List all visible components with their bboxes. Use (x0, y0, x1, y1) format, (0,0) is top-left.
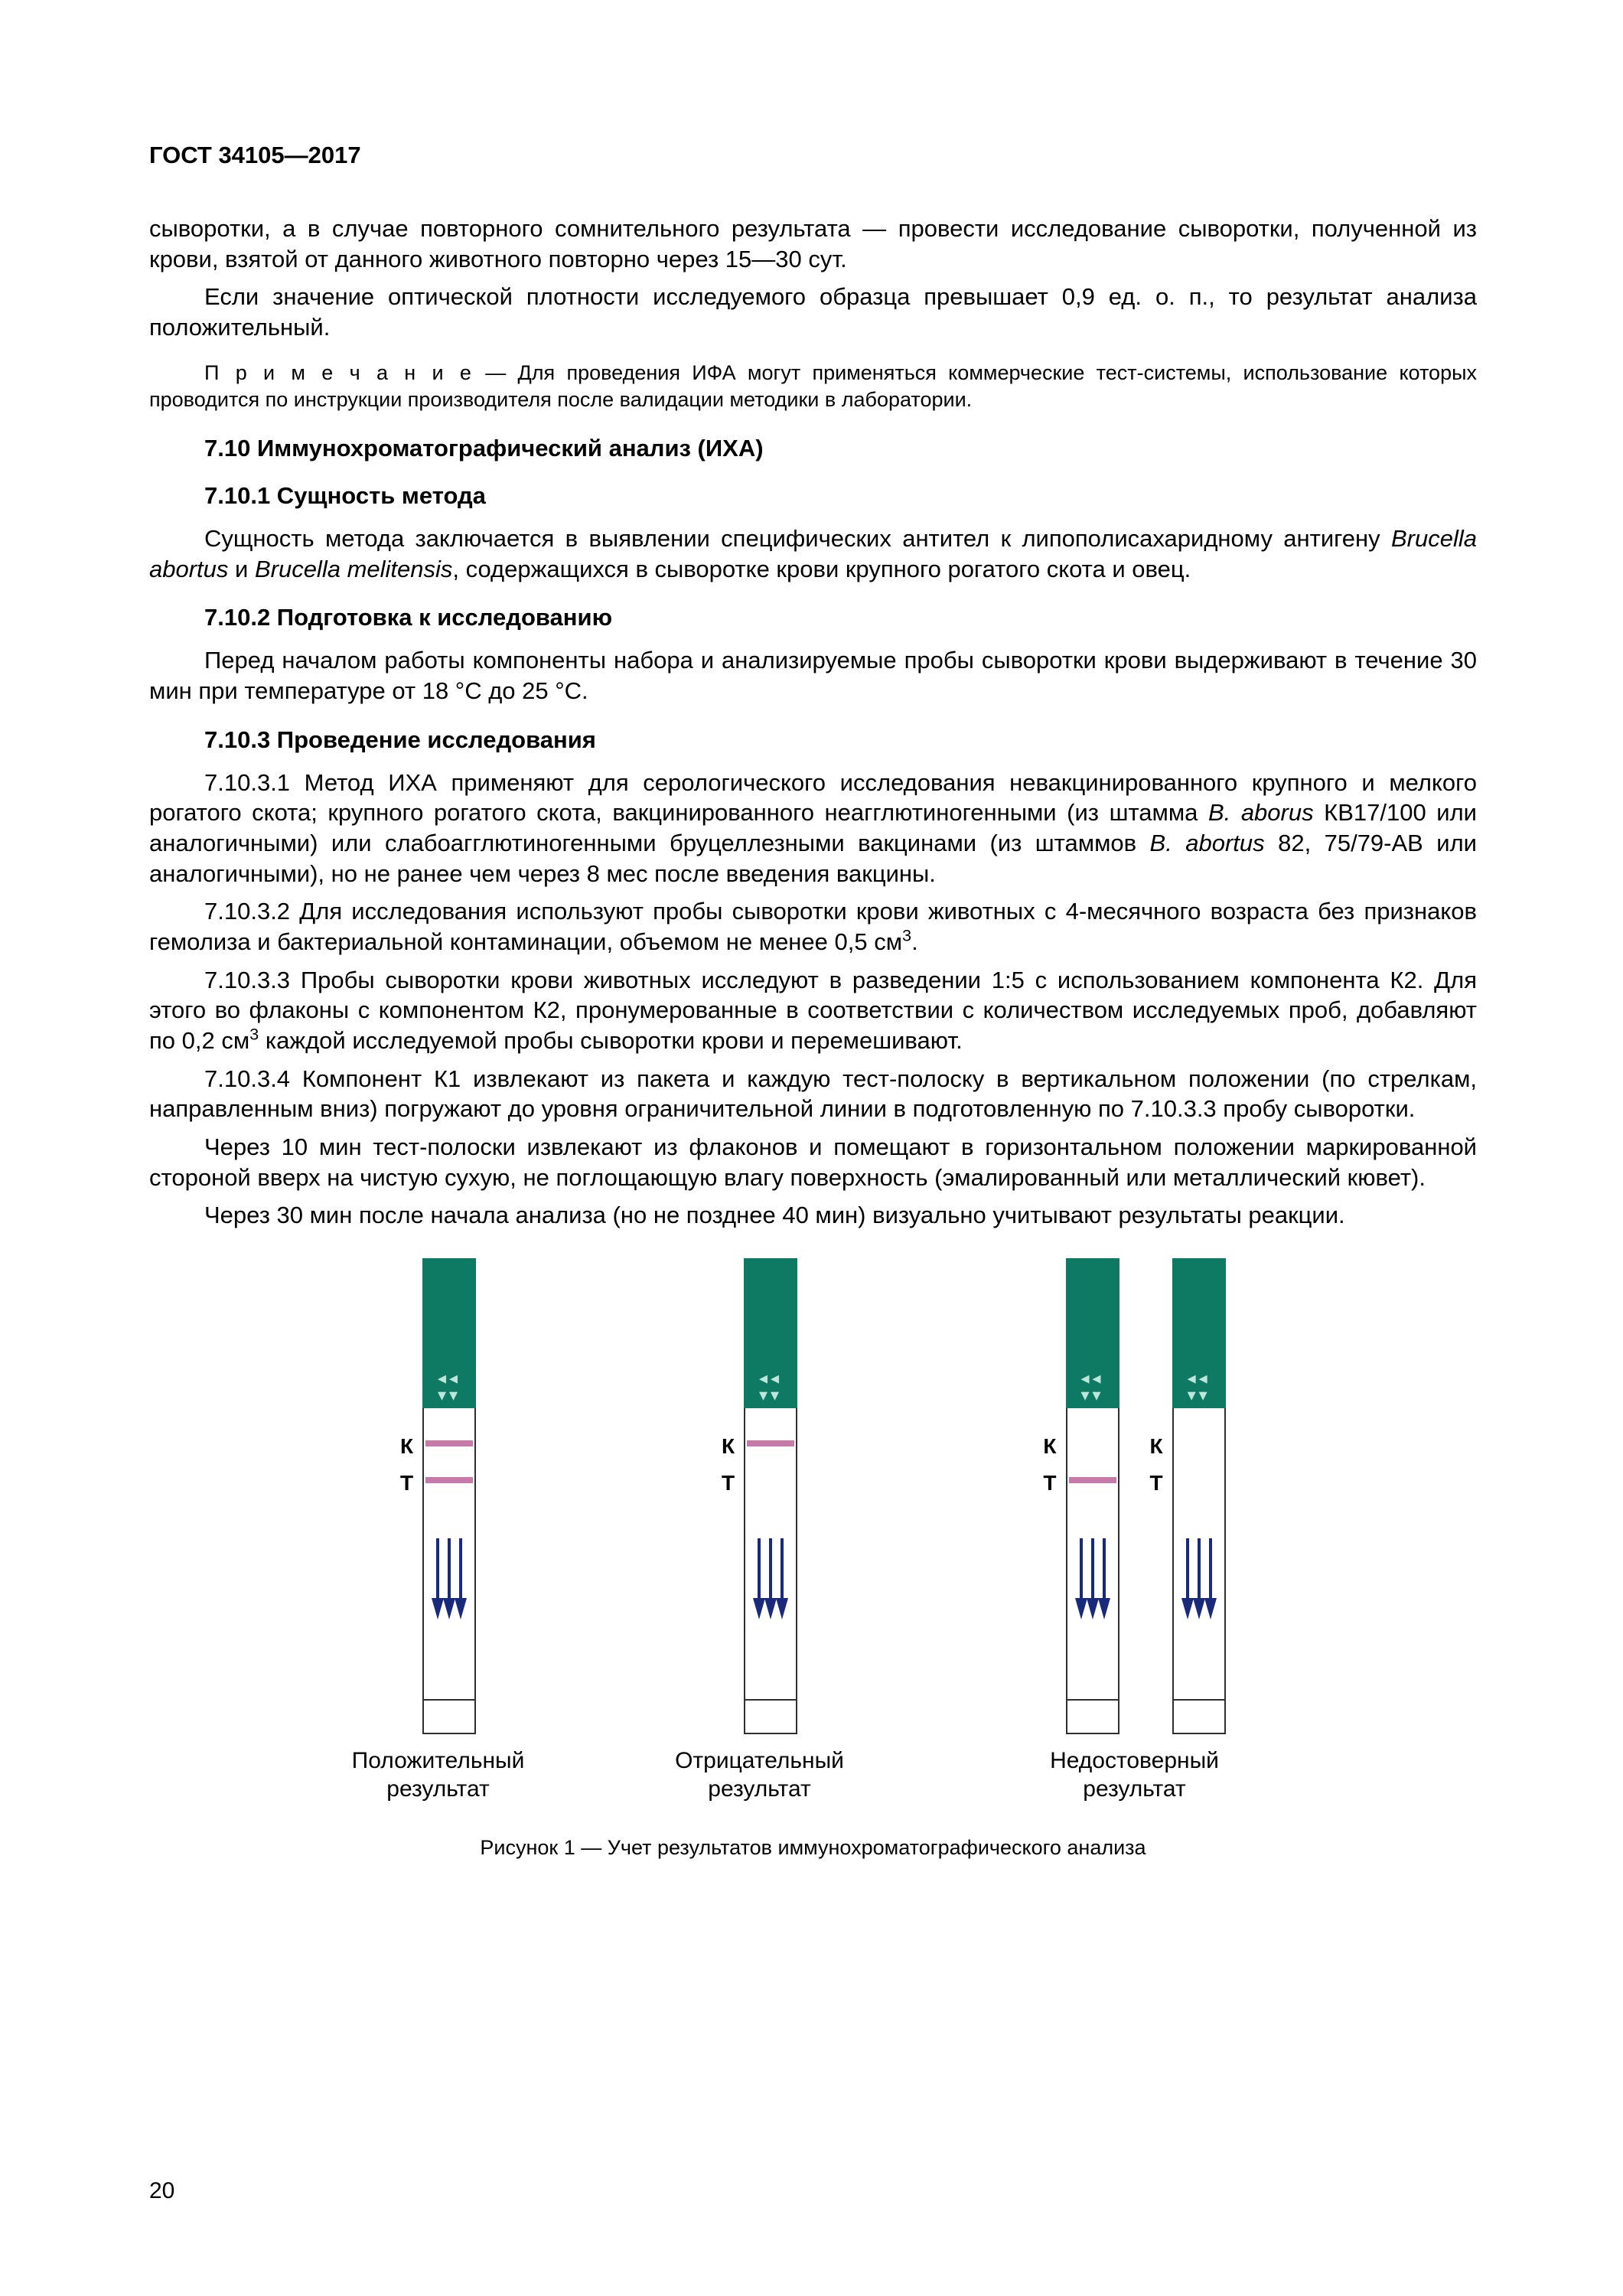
caption-positive: Положительный результат (352, 1746, 525, 1804)
subsection-heading: 7.10.2 Подготовка к исследованию (149, 604, 1477, 631)
paragraph: 7.10.3.2 Для исследования используют про… (149, 896, 1477, 957)
paragraph: 7.10.3.1 Метод ИХА применяют для серолог… (149, 768, 1477, 889)
page-number: 20 (149, 2178, 174, 2204)
test-band (425, 1477, 473, 1483)
paragraph: Перед началом работы компоненты набора и… (149, 645, 1477, 706)
caption-negative: Отрицательный результат (675, 1746, 844, 1804)
test-strip-unreliable-a: ◂◂▾▾ (1066, 1258, 1119, 1734)
control-band (747, 1440, 794, 1446)
caption-unreliable: Недостоверный результат (1050, 1746, 1219, 1804)
paragraph: 7.10.3.3 Пробы сыворотки крови животных … (149, 965, 1477, 1056)
document-header: ГОСТ 34105—2017 (149, 142, 1477, 169)
paragraph: Если значение оптической плотности иссле… (149, 282, 1477, 342)
subsection-heading: 7.10.1 Сущность метода (149, 482, 1477, 510)
section-heading: 7.10 Иммунохроматографический анализ (ИХ… (149, 435, 1477, 462)
paragraph: Сущность метода заключается в выявлении … (149, 523, 1477, 584)
paragraph: 7.10.3.4 Компонент К1 извлекают из пакет… (149, 1064, 1477, 1124)
control-band (425, 1440, 473, 1446)
figure-1: К Т ◂◂▾▾ (149, 1258, 1477, 1860)
note: П р и м е ч а н и е — Для проведения ИФА… (149, 360, 1477, 413)
test-strip-negative: ◂◂▾▾ (744, 1258, 797, 1734)
test-strip-positive: ◂◂▾▾ (422, 1258, 476, 1734)
kt-labels: К Т (1043, 1434, 1056, 1508)
kt-labels: К Т (1150, 1434, 1163, 1508)
flow-arrows-icon (433, 1538, 465, 1623)
paragraph: Через 10 мин тест-полоски извлекают из ф… (149, 1132, 1477, 1192)
paragraph: сыворотки, а в случае повторного сомните… (149, 214, 1477, 274)
flow-arrows-icon (754, 1538, 787, 1623)
kt-labels: К Т (400, 1434, 413, 1508)
flow-arrows-icon (1077, 1538, 1109, 1623)
test-strip-unreliable-b: ◂◂▾▾ (1172, 1258, 1226, 1734)
note-label: П р и м е ч а н и е (204, 361, 474, 384)
paragraph: Через 30 мин после начала анализа (но не… (149, 1200, 1477, 1231)
test-band (1069, 1477, 1116, 1483)
kt-labels: К Т (722, 1434, 735, 1508)
figure-title: Рисунок 1 — Учет результатов иммунохрома… (480, 1836, 1146, 1860)
flow-arrows-icon (1183, 1538, 1215, 1623)
subsection-heading: 7.10.3 Проведение исследования (149, 726, 1477, 754)
